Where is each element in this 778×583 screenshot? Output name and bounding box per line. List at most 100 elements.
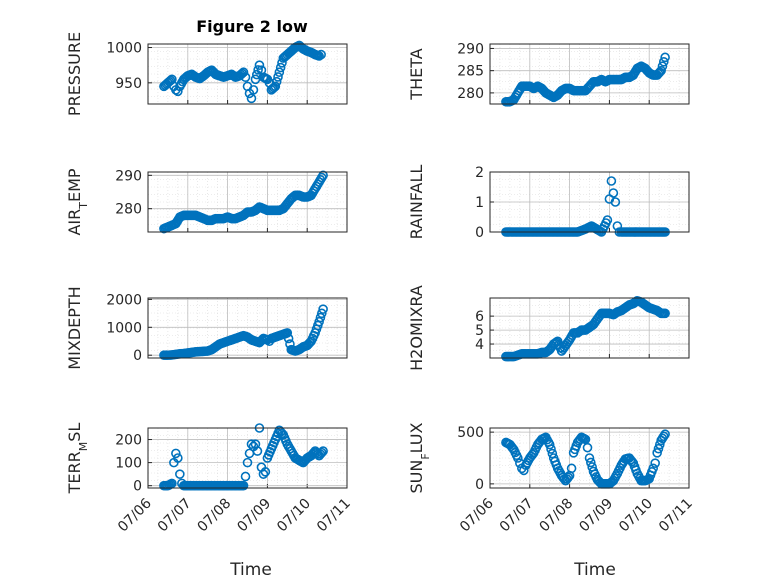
x-tick-label: 07/08 bbox=[537, 496, 577, 536]
x-tick-label: 07/07 bbox=[497, 496, 537, 536]
data-point bbox=[246, 93, 257, 104]
data-point bbox=[240, 471, 251, 482]
data-point bbox=[586, 457, 596, 468]
data-point bbox=[269, 82, 279, 93]
y-tick-label: 2 bbox=[475, 165, 484, 181]
y-axis-label: PRESSURE bbox=[65, 32, 84, 116]
y-tick-label: 2000 bbox=[106, 292, 142, 308]
data-point bbox=[273, 72, 283, 82]
data-point bbox=[513, 453, 523, 463]
axes-box bbox=[147, 297, 348, 359]
data-point bbox=[658, 56, 669, 67]
data-point bbox=[252, 446, 263, 456]
axes-box bbox=[147, 427, 348, 489]
y-tick-label: 280 bbox=[115, 202, 142, 218]
x-tick-label: 07/09 bbox=[234, 496, 274, 536]
data-point bbox=[253, 65, 263, 75]
y-tick-label: 5 bbox=[475, 323, 484, 339]
x-tick-label: 07/06 bbox=[457, 495, 497, 535]
data-point bbox=[277, 58, 287, 68]
data-point bbox=[274, 67, 285, 78]
y-tick-label: 4 bbox=[475, 337, 484, 353]
data-point bbox=[246, 439, 257, 449]
y-tick-label: 0 bbox=[475, 225, 484, 241]
y-tick-label: 290 bbox=[457, 41, 484, 57]
x-tick-label: 07/10 bbox=[274, 496, 314, 536]
data-point bbox=[270, 81, 281, 92]
data-point bbox=[282, 328, 293, 338]
y-tick-label: 100 bbox=[115, 456, 142, 472]
axes-box bbox=[489, 427, 690, 489]
data-point bbox=[283, 333, 294, 344]
y-tick-label: 1000 bbox=[106, 41, 142, 57]
data-point bbox=[656, 65, 666, 76]
data-point bbox=[167, 478, 177, 489]
data-point bbox=[171, 448, 181, 459]
data-point bbox=[582, 442, 593, 453]
y-axis-label: H2OMIXRA bbox=[407, 285, 426, 371]
x-tick-label: 07/10 bbox=[616, 496, 656, 536]
y-axis-label: SUNFLUX bbox=[407, 422, 432, 493]
data-point bbox=[260, 467, 271, 477]
data-point bbox=[658, 431, 669, 442]
y-tick-label: 6 bbox=[475, 309, 484, 325]
data-point bbox=[602, 215, 613, 225]
data-point bbox=[650, 458, 660, 468]
data-point bbox=[610, 197, 621, 207]
y-tick-label: 290 bbox=[115, 168, 142, 184]
y-tick-label: 285 bbox=[457, 64, 484, 80]
axes-box bbox=[147, 171, 348, 233]
data-point bbox=[316, 447, 327, 458]
panel-rainfall: 0 1 2 RAINFALL bbox=[407, 165, 690, 241]
y-tick-label: 0 bbox=[133, 348, 142, 364]
data-point bbox=[657, 61, 668, 72]
x-tick-label: 07/06 bbox=[115, 495, 155, 535]
y-axis-label: RAINFALL bbox=[407, 165, 426, 240]
data-point bbox=[238, 480, 249, 491]
data-point bbox=[314, 316, 324, 327]
y-tick-label: 0 bbox=[475, 477, 484, 493]
data-point bbox=[627, 456, 637, 467]
data-point bbox=[173, 453, 183, 463]
data-point bbox=[653, 443, 664, 454]
y-axis-label: TERRMSL bbox=[65, 423, 90, 495]
data-point bbox=[648, 463, 658, 474]
data-point bbox=[544, 439, 555, 450]
data-point bbox=[267, 83, 278, 94]
panel-terr-msl: 07/06 07/07 07/08 07/09 07/10 07/11 0 100 200 TER… bbox=[65, 423, 354, 536]
data-point bbox=[660, 52, 670, 63]
axes-box bbox=[147, 43, 348, 105]
y-tick-label: 1000 bbox=[106, 320, 142, 336]
data-point bbox=[248, 85, 259, 95]
panel-sun-flux: 07/06 07/07 07/08 07/09 07/10 07/11 0 500 SUNFLU… bbox=[407, 422, 696, 535]
data-point bbox=[606, 176, 617, 186]
data-point bbox=[318, 304, 328, 314]
x-tick-label: 07/07 bbox=[155, 496, 195, 536]
data-point bbox=[546, 444, 556, 454]
data-point bbox=[653, 68, 664, 79]
x-tick-label: 07/08 bbox=[195, 496, 235, 536]
data-point bbox=[236, 69, 246, 80]
data-point bbox=[316, 308, 327, 319]
panel-mixdepth: 0 1000 2000 MIXDEPTH bbox=[65, 286, 348, 370]
data-point bbox=[608, 188, 619, 198]
x-tick-label: 07/11 bbox=[656, 496, 696, 536]
data-point bbox=[660, 308, 670, 319]
axes-box bbox=[489, 297, 690, 359]
y-tick-label: 500 bbox=[457, 425, 484, 441]
panel-h2omixra: 456 H2OMIXRA bbox=[407, 285, 690, 371]
y-axis-label: THETA bbox=[407, 48, 426, 100]
data-point bbox=[315, 312, 326, 323]
data-point bbox=[655, 67, 665, 77]
data-point bbox=[660, 429, 670, 440]
axes-box bbox=[489, 43, 690, 105]
data-point bbox=[238, 67, 249, 78]
x-tick-label: 07/09 bbox=[576, 496, 616, 536]
data-point bbox=[271, 76, 282, 87]
panel-pressure: 950 1000 PRESSURE bbox=[65, 32, 348, 116]
y-tick-label: 1 bbox=[475, 195, 484, 211]
data-point bbox=[318, 170, 328, 181]
x-axis-label-left: Time bbox=[229, 560, 272, 580]
data-point bbox=[584, 453, 595, 463]
